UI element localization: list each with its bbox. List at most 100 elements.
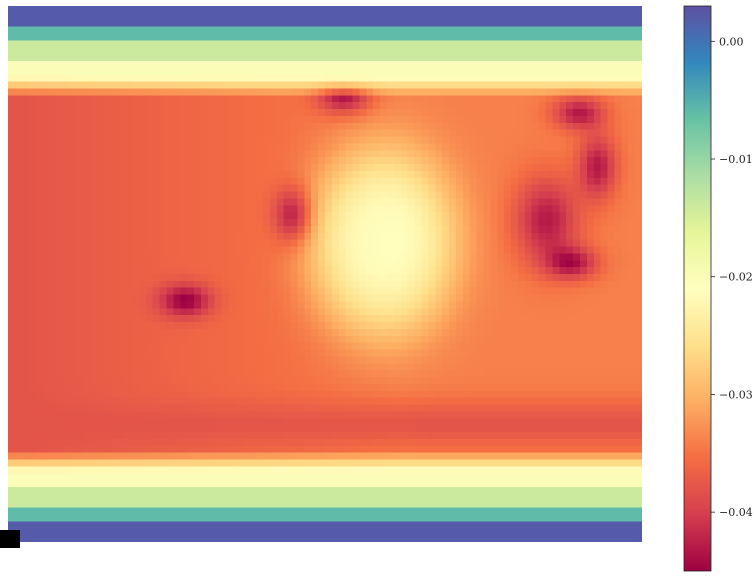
- heatmap-cell: [276, 219, 285, 227]
- heatmap-cell: [331, 26, 340, 35]
- heatmap-cell: [531, 81, 540, 90]
- heatmap-cell: [400, 191, 409, 200]
- heatmap-cell: [414, 308, 423, 316]
- heatmap-cell: [511, 67, 519, 76]
- heatmap-cell: [400, 239, 409, 248]
- heatmap-cell: [545, 246, 554, 254]
- heatmap-cell: [42, 198, 50, 206]
- heatmap-cell: [97, 26, 106, 35]
- heatmap-cell: [145, 356, 154, 364]
- heatmap-cell: [118, 212, 126, 220]
- heatmap-cell: [145, 157, 154, 165]
- heatmap-cell: [214, 274, 223, 282]
- heatmap-cell: [366, 164, 374, 172]
- heatmap-cell: [83, 280, 92, 289]
- heatmap-cell: [325, 47, 333, 55]
- heatmap-cell: [462, 260, 471, 268]
- heatmap-cell: [28, 129, 37, 138]
- heatmap-cell: [593, 164, 602, 172]
- heatmap-cell: [497, 26, 505, 35]
- heatmap-cell: [173, 170, 181, 179]
- heatmap-cell: [21, 253, 30, 261]
- heatmap-cell: [235, 102, 243, 110]
- heatmap-cell: [497, 81, 505, 90]
- heatmap-cell: [462, 95, 471, 103]
- heatmap-cell: [476, 246, 485, 254]
- heatmap-cell: [352, 33, 361, 41]
- heatmap-cell: [318, 81, 326, 90]
- heatmap-cell: [380, 81, 388, 90]
- heatmap-cell: [511, 274, 519, 282]
- heatmap-cell: [407, 47, 416, 55]
- heatmap-cell: [152, 74, 161, 83]
- heatmap-cell: [104, 342, 112, 351]
- heatmap-cell: [132, 143, 140, 151]
- heatmap-cell: [393, 177, 402, 186]
- heatmap-cell: [8, 349, 16, 358]
- heatmap-cell: [28, 205, 37, 213]
- heatmap-cell: [132, 60, 140, 69]
- heatmap-cell: [373, 315, 381, 323]
- heatmap-cell: [607, 6, 616, 14]
- heatmap-cell: [42, 294, 50, 303]
- heatmap-cell: [180, 370, 188, 378]
- heatmap-cell: [35, 74, 44, 83]
- heatmap-cell: [200, 335, 209, 344]
- heatmap-cell: [290, 267, 299, 275]
- heatmap-cell: [559, 308, 567, 316]
- heatmap-cell: [14, 232, 23, 241]
- heatmap-cell: [462, 232, 471, 241]
- heatmap-cell: [138, 19, 147, 28]
- heatmap-cell: [97, 184, 106, 193]
- heatmap-cell: [435, 74, 443, 83]
- heatmap-cell: [573, 205, 581, 213]
- heatmap-cell: [269, 280, 278, 289]
- heatmap-cell: [428, 157, 436, 165]
- heatmap-cell: [235, 67, 243, 76]
- heatmap-cell: [635, 74, 642, 83]
- heatmap-cell: [166, 205, 174, 213]
- heatmap-cell: [249, 363, 257, 371]
- heatmap-cell: [497, 246, 505, 254]
- heatmap-cell: [628, 370, 636, 378]
- heatmap-cell: [345, 363, 354, 371]
- heatmap-cell: [200, 191, 209, 200]
- heatmap-cell: [262, 33, 271, 41]
- heatmap-cell: [325, 239, 333, 248]
- heatmap-cell: [152, 109, 161, 117]
- heatmap-cell: [455, 67, 464, 76]
- heatmap-cell: [276, 67, 285, 76]
- heatmap-cell: [373, 157, 381, 165]
- heatmap-cell: [194, 308, 202, 316]
- heatmap-cell: [8, 363, 16, 371]
- heatmap-cell: [187, 253, 195, 261]
- heatmap-cell: [125, 115, 133, 124]
- heatmap-cell: [359, 253, 367, 261]
- heatmap-cell: [49, 191, 57, 200]
- heatmap-cell: [414, 47, 423, 55]
- heatmap-cell: [414, 109, 423, 117]
- heatmap-cell: [407, 19, 416, 28]
- heatmap-cell: [586, 356, 595, 364]
- heatmap-cell: [145, 150, 154, 158]
- heatmap-cell: [531, 219, 540, 227]
- heatmap-cell: [290, 349, 299, 358]
- heatmap-cell: [407, 363, 416, 371]
- heatmap-cell: [490, 246, 498, 254]
- heatmap-cell: [393, 6, 402, 14]
- heatmap-cell: [14, 239, 23, 248]
- heatmap-cell: [621, 287, 629, 296]
- heatmap-cell: [125, 356, 133, 364]
- heatmap-cell: [42, 6, 50, 14]
- heatmap-cell: [517, 370, 526, 378]
- heatmap-cell: [325, 12, 333, 21]
- heatmap-cell: [586, 335, 595, 344]
- heatmap-cell: [414, 328, 423, 337]
- heatmap-cell: [125, 129, 133, 138]
- heatmap-cell: [359, 315, 367, 323]
- heatmap-cell: [338, 6, 347, 14]
- heatmap-cell: [428, 47, 436, 55]
- heatmap-cell: [476, 205, 485, 213]
- heatmap-cell: [187, 232, 195, 241]
- heatmap-cell: [593, 54, 602, 62]
